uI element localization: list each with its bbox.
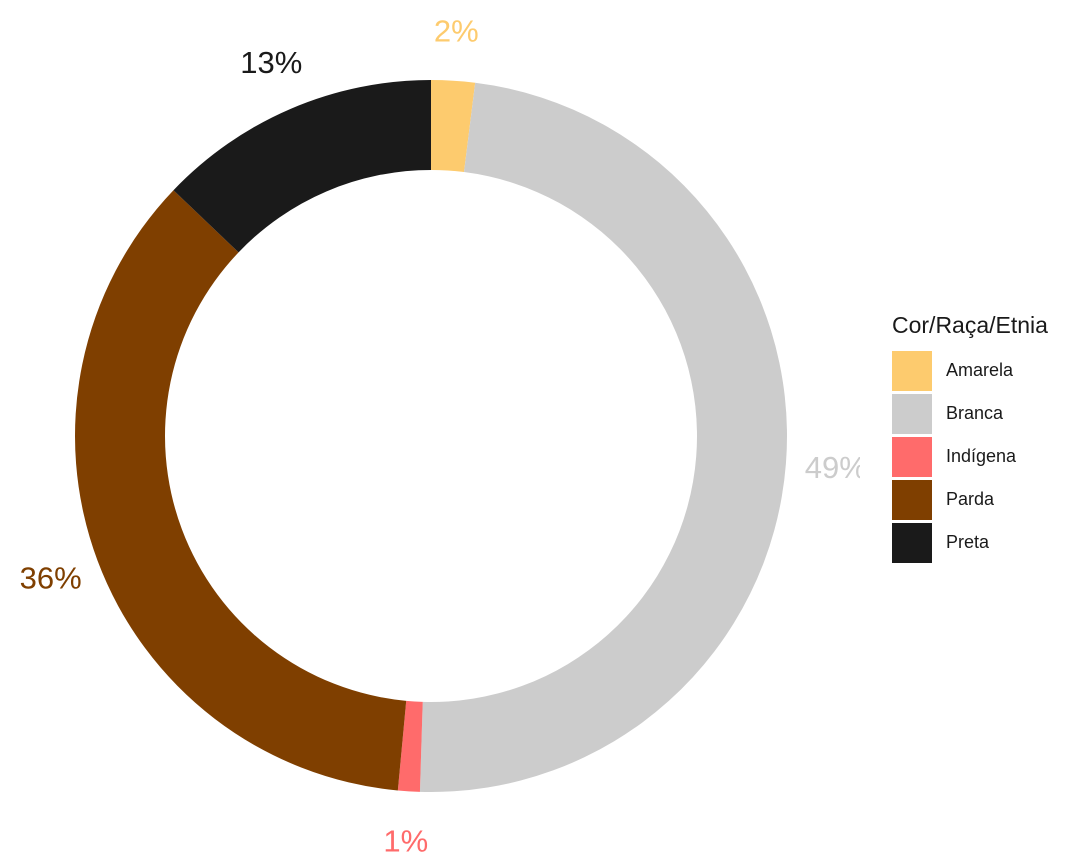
legend-items: Amarela Branca Indígena Parda Preta [892,349,1048,564]
legend-swatch [892,522,932,563]
legend-swatch [892,393,932,434]
legend-swatch [892,479,932,520]
slice-label-amarela: 2% [434,13,479,48]
legend-item-indigena: Indígena [892,435,1048,478]
legend-label: Indígena [946,446,1017,466]
legend: Cor/Raça/Etnia Amarela Branca Indígena Pard… [892,312,1048,564]
slice-indigena [397,700,423,792]
legend-label: Parda [946,489,995,509]
donut-slices [75,80,788,792]
slice-label-preta: 13% [240,45,302,80]
slice-label-parda: 36% [20,561,82,596]
slice-label-indigena: 1% [383,824,428,859]
slice-parda [75,190,407,791]
slice-label-branca: 49% [805,450,860,485]
legend-swatch [892,350,932,391]
slice-branca [419,82,788,792]
slice-amarela [431,80,476,173]
legend-swatch [892,436,932,477]
donut-chart: 2% 49% 1% 36% 13% [20,13,860,858]
legend-label: Branca [946,403,1004,423]
legend-label: Preta [946,532,990,552]
slice-preta [173,80,431,253]
slice-labels: 2% 49% 1% 36% 13% [20,13,860,858]
legend-item-branca: Branca [892,392,1048,435]
legend-title: Cor/Raça/Etnia [892,312,1048,338]
legend-item-amarela: Amarela [892,349,1048,392]
legend-label: Amarela [946,360,1014,380]
legend-item-preta: Preta [892,521,1048,564]
legend-item-parda: Parda [892,478,1048,521]
